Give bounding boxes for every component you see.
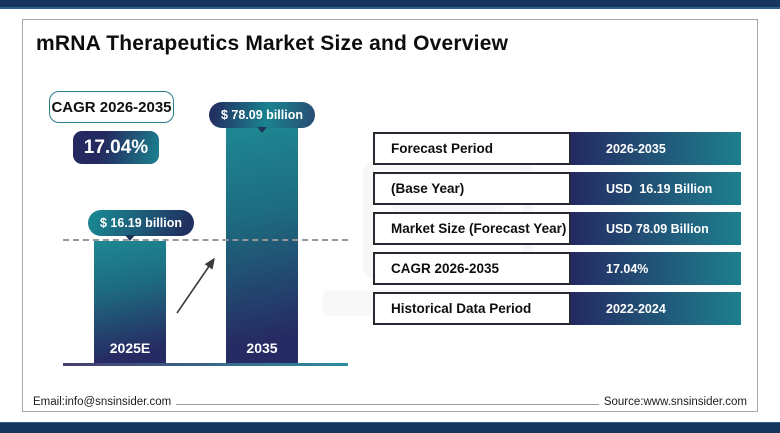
callout-2025-value: $ 16.19 billion: [88, 210, 194, 241]
bar-2035: 2035: [226, 127, 298, 363]
bar-2025e: 2025E: [94, 241, 166, 363]
table-row: Market Size (Forecast Year) USD 78.09 Bi…: [373, 212, 741, 245]
content-panel: mRNA Therapeutics Market Size and Overvi…: [22, 19, 758, 412]
row-value: 2026-2035: [606, 141, 666, 156]
table-row: Forecast Period 2026-2035: [373, 132, 741, 165]
table-row: Historical Data Period 2022-2024: [373, 292, 741, 325]
row-label: Market Size (Forecast Year): [391, 221, 567, 236]
callout-pointer-icon: [125, 235, 135, 241]
cagr-period-box: CAGR 2026-2035: [49, 91, 174, 123]
growth-arrow-icon: [176, 257, 215, 314]
market-spec-table: Forecast Period 2026-2035 (Base Year) US…: [373, 132, 741, 332]
bar-2035-label: 2035: [246, 340, 278, 356]
footer-source: Source:www.snsinsider.com: [598, 394, 752, 410]
cagr-period-label: CAGR 2026-2035: [51, 98, 172, 116]
callout-2035-value: $ 78.09 billion: [209, 102, 315, 133]
callout-2025-label: $ 16.19 billion: [100, 216, 182, 230]
row-value: USD 78.09 Billion: [606, 221, 709, 236]
reference-dashed-line: [63, 239, 348, 241]
top-brand-bar: [0, 0, 780, 9]
row-value: 17.04%: [606, 261, 649, 276]
row-label: CAGR 2026-2035: [391, 261, 500, 276]
row-label: Historical Data Period: [391, 301, 532, 316]
cagr-value-badge: 17.04%: [73, 131, 159, 164]
chart-baseline: [63, 363, 348, 366]
footer-email: Email:info@snsinsider.com: [28, 394, 177, 410]
table-row: (Base Year) USD 16.19 Billion: [373, 172, 741, 205]
row-value: 2022-2024: [606, 301, 666, 316]
table-row: CAGR 2026-2035 17.04%: [373, 252, 741, 285]
footer-divider: [29, 404, 751, 405]
row-label: (Base Year): [391, 181, 465, 196]
bar-2025e-label: 2025E: [109, 340, 151, 356]
page-title: mRNA Therapeutics Market Size and Overvi…: [36, 32, 509, 55]
cagr-value: 17.04%: [83, 136, 149, 158]
callout-pointer-icon: [257, 127, 267, 133]
row-label: Forecast Period: [391, 141, 494, 156]
row-value: USD 16.19 Billion: [606, 181, 713, 196]
bottom-brand-bar: [0, 422, 780, 433]
callout-2035-label: $ 78.09 billion: [221, 108, 303, 122]
